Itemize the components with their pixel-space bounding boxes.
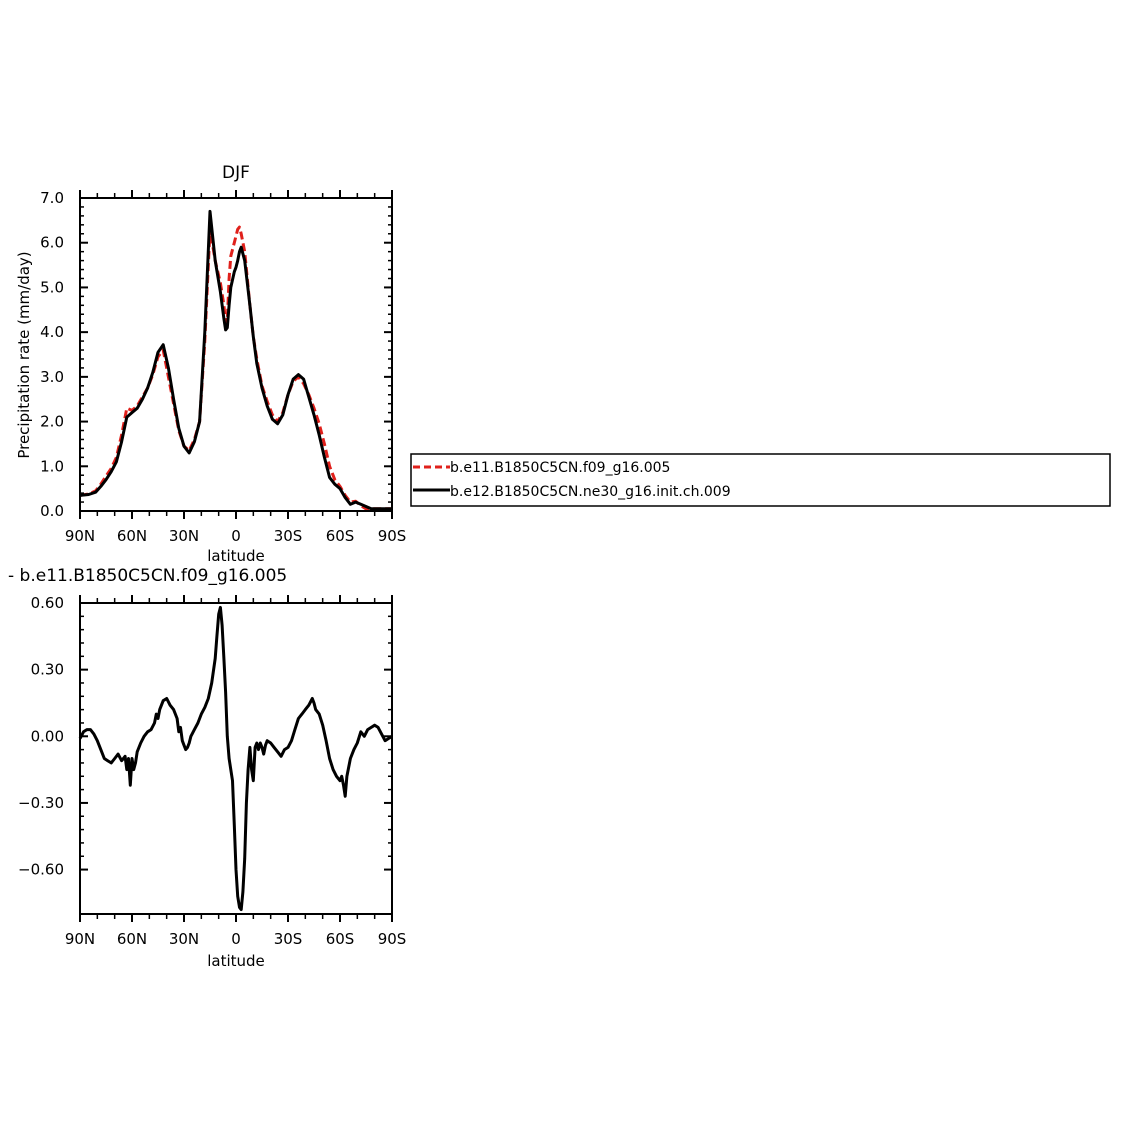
- precip-series-1-line: [79, 225, 392, 511]
- legend-label-series-2: b.e12.B1850C5CN.ne30_g16.init.ch.009: [450, 484, 731, 500]
- difference-plot-area: 0.60 0.30 0.00 −0.30 −0.60 90N 60N 30N 0 30S 60S 90…: [18, 594, 406, 948]
- legend: b.e11.B1850C5CN.f09_g16.005 b.e12.B1850C…: [410, 453, 1111, 507]
- precip-ylabel: Precipitation rate (mm/day): [15, 251, 33, 458]
- precip-panel: DJF Precipitation rate (mm/day) 0.0 1.0 2.…: [15, 163, 406, 565]
- precip-ytick-label: 1.0: [40, 457, 64, 475]
- difference-xtick-label: 30N: [169, 930, 199, 948]
- difference-xtick-label: 60N: [117, 930, 147, 948]
- difference-ytick-label: 0.60: [31, 594, 64, 612]
- difference-ytick-label: 0.30: [31, 661, 64, 679]
- precip-ytick-label: 7.0: [40, 189, 64, 207]
- precip-ytick-label: 0.0: [40, 502, 64, 520]
- legend-label-series-1: b.e11.B1850C5CN.f09_g16.005: [450, 460, 670, 476]
- precip-xlabel: latitude: [207, 547, 265, 565]
- precip-xtick-label: 90S: [378, 527, 407, 545]
- difference-xlabel: latitude: [207, 952, 265, 970]
- difference-plot-frame: [79, 602, 393, 915]
- precip-xtick-label: 0: [231, 527, 241, 545]
- difference-ytick-label: −0.30: [18, 794, 64, 812]
- precip-plot-area: 0.0 1.0 2.0 3.0 4.0 5.0 6.0 7.0 90N 60N 30N 0 30S 60S…: [40, 189, 406, 545]
- precip-ytick-label: 6.0: [40, 234, 64, 252]
- precip-xtick-label: 30S: [274, 527, 303, 545]
- difference-ytick-label: 0.00: [31, 727, 64, 745]
- precip-xtick-label: 60S: [326, 527, 355, 545]
- difference-xtick-label: 90N: [65, 930, 95, 948]
- difference-panel: - b.e11.B1850C5CN.f09_g16.005 0.600.300.…: [8, 566, 406, 970]
- precip-ytick-label: 4.0: [40, 323, 64, 341]
- difference-ytick-label: −0.60: [18, 861, 64, 879]
- precip-ytick-label: 2.0: [40, 413, 64, 431]
- legend-box: [410, 453, 1111, 507]
- precip-plot-frame: [79, 197, 393, 512]
- difference-series-1-line: [78, 605, 393, 912]
- precip-ytick-label: 5.0: [40, 278, 64, 296]
- precip-xtick-label: 30N: [169, 527, 199, 545]
- difference-xtick-label: 60S: [326, 930, 355, 948]
- difference-xtick-label: 0: [231, 930, 241, 948]
- precip-xtick-label: 60N: [117, 527, 147, 545]
- difference-xtick-label: 90S: [378, 930, 407, 948]
- difference-xtick-label: 30S: [274, 930, 303, 948]
- difference-title: - b.e11.B1850C5CN.f09_g16.005: [8, 566, 287, 586]
- precip-ytick-label: 3.0: [40, 368, 64, 386]
- precip-title: DJF: [222, 163, 250, 183]
- precip-series-2-line: [79, 209, 392, 511]
- precip-xtick-label: 90N: [65, 527, 95, 545]
